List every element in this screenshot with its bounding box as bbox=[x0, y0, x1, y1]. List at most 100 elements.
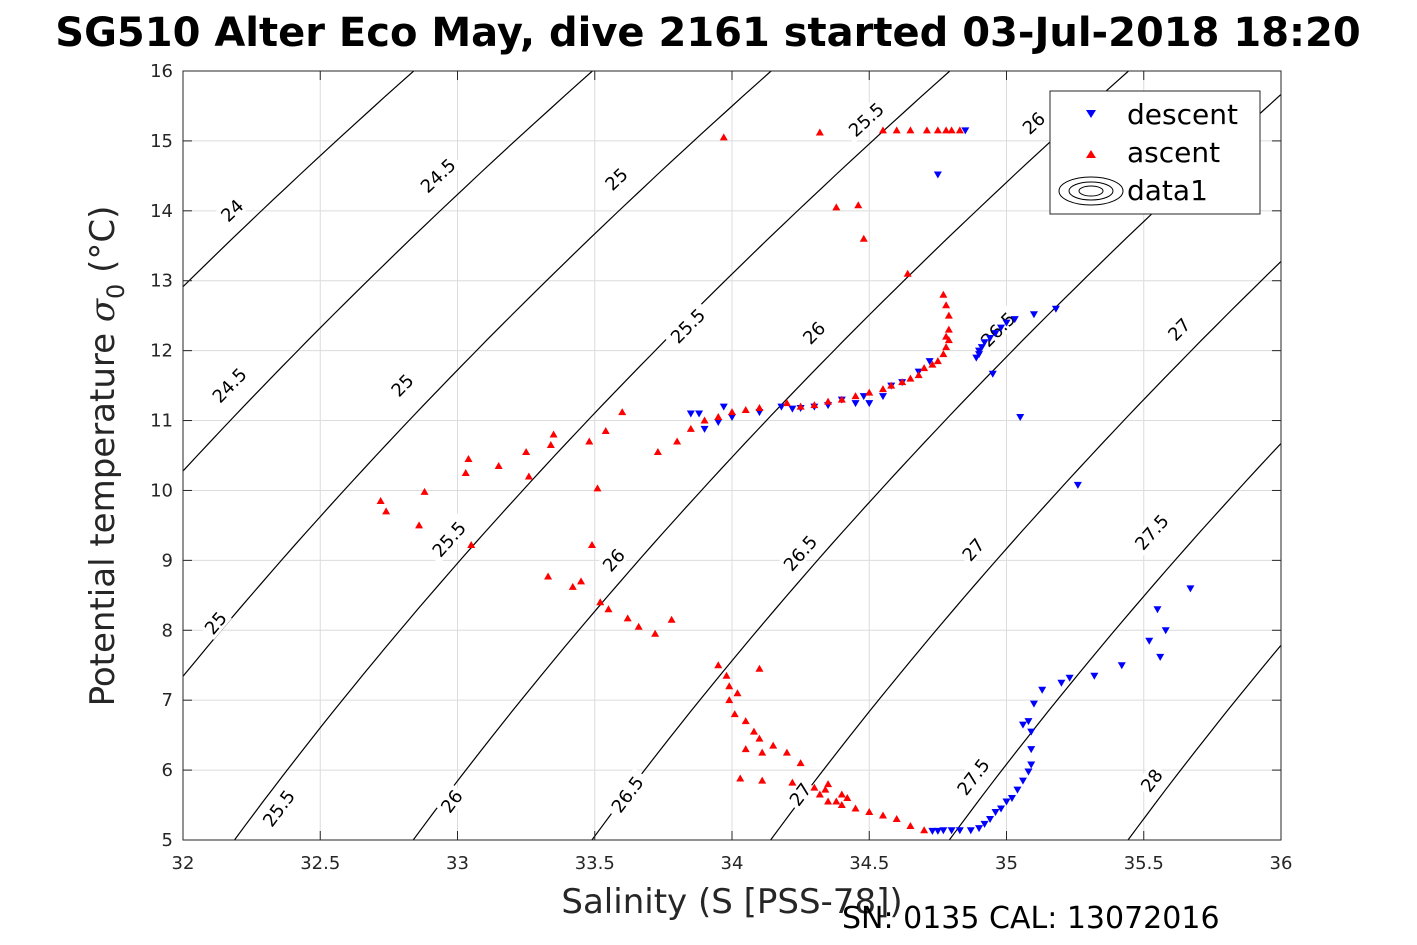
ascent-point bbox=[832, 797, 841, 805]
isopycnal-line bbox=[183, 71, 415, 288]
ascent-point bbox=[588, 540, 597, 548]
contour-label-bg bbox=[775, 527, 824, 579]
isopycnal-line bbox=[412, 71, 1129, 840]
ascent-point bbox=[549, 430, 558, 438]
descent-point bbox=[997, 324, 1006, 332]
data-markers bbox=[376, 126, 1195, 835]
ascent-point bbox=[906, 822, 915, 830]
ascent-point bbox=[544, 572, 553, 580]
descent-point bbox=[933, 171, 942, 179]
y-axis-label-sigma: σ bbox=[83, 298, 123, 322]
ascent-point bbox=[824, 797, 833, 805]
legend-box bbox=[1049, 90, 1261, 215]
descent-point bbox=[1065, 674, 1074, 682]
ascent-point bbox=[892, 815, 901, 823]
descent-point bbox=[947, 827, 956, 835]
x-tick-label: 36 bbox=[1270, 853, 1293, 874]
ascent-point bbox=[728, 408, 736, 416]
descent-point bbox=[1090, 672, 1099, 680]
contour-label-bg bbox=[255, 781, 302, 834]
descent-point bbox=[986, 335, 995, 343]
legend-data1-label: data1 bbox=[1127, 174, 1208, 207]
ascent-point bbox=[755, 403, 764, 411]
isopycnal-line bbox=[234, 71, 951, 840]
descent-point bbox=[728, 414, 736, 422]
ascent-point bbox=[577, 577, 586, 585]
ascent-point bbox=[741, 717, 750, 725]
ascent-point bbox=[939, 290, 948, 298]
descent-point bbox=[1161, 627, 1170, 635]
ascent-point bbox=[700, 416, 709, 424]
descent-point bbox=[1051, 305, 1060, 313]
descent-point bbox=[975, 825, 984, 833]
descent-point bbox=[1027, 761, 1036, 769]
ascent-point bbox=[382, 507, 391, 515]
ascent-point bbox=[741, 745, 750, 753]
ascent-point bbox=[730, 710, 739, 718]
ascent-point bbox=[461, 468, 470, 476]
ascent-point bbox=[824, 780, 833, 788]
descent-point bbox=[961, 127, 970, 135]
descent-point bbox=[865, 400, 874, 408]
descent-point bbox=[1186, 585, 1195, 593]
contour-label-bg bbox=[783, 776, 817, 812]
ascent-point bbox=[376, 496, 385, 504]
y-tick-label: 13 bbox=[150, 271, 173, 292]
isopycnal-line bbox=[948, 442, 1281, 840]
ascent-point bbox=[922, 126, 931, 134]
ascent-point bbox=[782, 748, 791, 756]
descent-point bbox=[719, 403, 728, 411]
descent-point bbox=[700, 425, 709, 433]
x-tick-label: 33.5 bbox=[575, 853, 615, 874]
ascent-point bbox=[596, 598, 605, 606]
ascent-point bbox=[522, 448, 531, 456]
ascent-point bbox=[593, 484, 602, 492]
descent-point bbox=[925, 358, 934, 366]
y-tick-label: 15 bbox=[150, 131, 173, 152]
ascent-point bbox=[878, 385, 887, 393]
descent-point bbox=[1002, 798, 1011, 806]
ascent-point bbox=[928, 360, 937, 368]
contour-label-bg bbox=[434, 783, 468, 819]
descent-point bbox=[878, 393, 887, 401]
descent-point bbox=[972, 354, 981, 362]
descent-point bbox=[714, 418, 723, 426]
ascent-point bbox=[714, 661, 723, 669]
chart-title: SG510 Alter Eco May, dive 2161 started 0… bbox=[55, 10, 1360, 56]
descent-point bbox=[997, 805, 1006, 813]
ascent-point bbox=[667, 615, 676, 623]
ascent-point bbox=[944, 311, 953, 319]
ascent-point bbox=[585, 437, 594, 445]
descent-point bbox=[851, 400, 860, 408]
ascent-point bbox=[914, 371, 923, 379]
isopycnal-line bbox=[1127, 644, 1281, 840]
ascent-point bbox=[651, 629, 660, 637]
descent-point bbox=[1029, 700, 1038, 708]
y-tick-label: 14 bbox=[150, 201, 173, 222]
ascent-point bbox=[722, 671, 731, 679]
ascent-point bbox=[736, 774, 745, 782]
legend-ascent-marker bbox=[1086, 150, 1096, 158]
contour-label-bg bbox=[956, 532, 990, 567]
legend: descent ascent data1 bbox=[1049, 90, 1261, 215]
descent-point bbox=[991, 809, 1000, 817]
descent-point bbox=[1024, 718, 1033, 726]
contour-label-bg bbox=[198, 605, 232, 640]
legend-descent-label: descent bbox=[1127, 98, 1238, 131]
contour-label-bg bbox=[949, 750, 996, 803]
ascent-point bbox=[464, 454, 473, 462]
contour-label-bg bbox=[1161, 312, 1196, 346]
descent-point bbox=[686, 410, 695, 418]
contour-label-bg bbox=[384, 367, 419, 402]
contour-label-bg bbox=[662, 300, 713, 351]
descent-point bbox=[1073, 481, 1082, 489]
ascent-point bbox=[782, 399, 791, 407]
ascent-point bbox=[749, 727, 758, 735]
ascent-point bbox=[568, 582, 577, 590]
descent-point bbox=[1153, 606, 1162, 614]
descent-point bbox=[928, 827, 937, 835]
descent-point bbox=[1024, 768, 1033, 776]
descent-point bbox=[1007, 795, 1016, 803]
descent-point bbox=[1057, 679, 1066, 687]
